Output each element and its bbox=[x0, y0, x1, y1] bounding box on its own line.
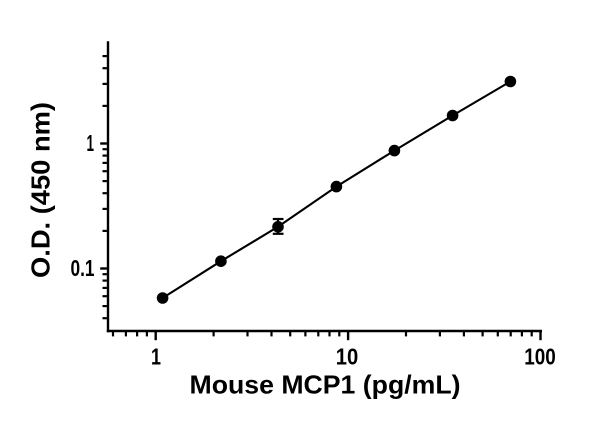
svg-text:10: 10 bbox=[336, 344, 359, 370]
svg-text:Mouse MCP1 (pg/mL): Mouse MCP1 (pg/mL) bbox=[190, 370, 461, 400]
svg-text:1: 1 bbox=[87, 130, 95, 156]
svg-text:O.D. (450 nm): O.D. (450 nm) bbox=[26, 102, 56, 278]
svg-text:1: 1 bbox=[151, 344, 161, 370]
svg-text:100: 100 bbox=[524, 344, 556, 370]
svg-text:0.1: 0.1 bbox=[71, 255, 95, 281]
